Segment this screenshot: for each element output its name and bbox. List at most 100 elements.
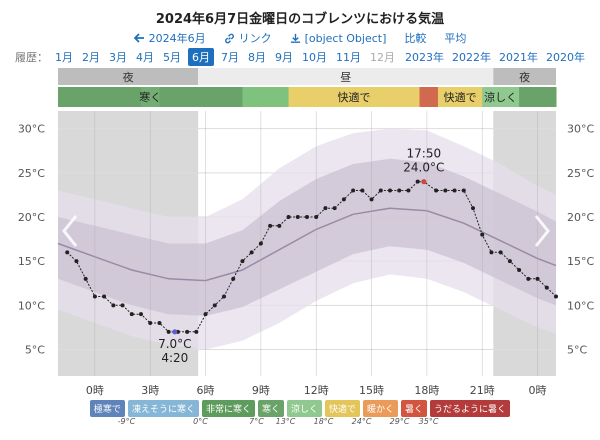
y-tick-right-5: 5°C bbox=[567, 344, 587, 357]
comfort-segment-6 bbox=[437, 87, 483, 107]
x-tick-7: 21時 bbox=[470, 384, 495, 397]
observed-point-52 bbox=[535, 276, 540, 281]
period-header-0 bbox=[58, 68, 199, 85]
annotation-min-sub: 4:20 bbox=[161, 351, 188, 365]
observed-point-11 bbox=[166, 329, 171, 334]
x-tick-5: 15時 bbox=[359, 384, 384, 397]
history-bar: 履歴： 1月 2月 3月 4月 5月 6月 7月 8月 9月 10月 11月 12月 2023年 2022… bbox=[0, 48, 600, 66]
compare-link[interactable]: 比較 bbox=[404, 32, 427, 45]
comfort-label-4: 快適で bbox=[338, 90, 371, 104]
observed-point-49 bbox=[507, 259, 512, 264]
history-month-3[interactable]: 3月 bbox=[109, 51, 127, 64]
observed-point-20 bbox=[240, 259, 245, 264]
link-icon bbox=[224, 33, 234, 43]
observed-point-2 bbox=[83, 276, 88, 281]
observed-point-35 bbox=[378, 188, 383, 193]
observed-point-29 bbox=[323, 206, 328, 211]
y-tick-left-5: 5°C bbox=[25, 344, 45, 357]
history-month-9[interactable]: 9月 bbox=[275, 51, 293, 64]
x-tick-6: 18時 bbox=[414, 384, 439, 397]
legend-chip-2: 非常に寒く bbox=[201, 400, 255, 417]
y-tick-left-10: 10°C bbox=[18, 299, 45, 312]
legend-tick-6: 29°C bbox=[389, 417, 410, 426]
y-tick-right-20: 20°C bbox=[567, 211, 594, 224]
x-tick-1: 3時 bbox=[141, 384, 159, 397]
observed-point-1 bbox=[74, 259, 79, 264]
legend-chip-8: うだるように暑く bbox=[430, 400, 511, 417]
history-month-8[interactable]: 8月 bbox=[248, 51, 266, 64]
comfort-segment-1 bbox=[141, 87, 160, 107]
y-tick-left-30: 30°C bbox=[18, 123, 45, 136]
observed-point-51 bbox=[526, 276, 531, 281]
comfort-segment-4 bbox=[288, 87, 421, 107]
observed-point-47 bbox=[489, 250, 494, 255]
observed-point-24 bbox=[277, 223, 282, 228]
legend-chip-5: 快適で bbox=[325, 400, 361, 417]
history-month-11[interactable]: 11月 bbox=[336, 51, 361, 64]
observed-point-23 bbox=[268, 223, 273, 228]
history-year-2021[interactable]: 2021年 bbox=[499, 51, 538, 64]
observed-point-54 bbox=[554, 294, 558, 299]
x-tick-3: 9時 bbox=[252, 384, 270, 397]
observed-point-8 bbox=[139, 312, 143, 317]
back-link[interactable]: 2024年6月 bbox=[133, 30, 206, 46]
observed-point-9 bbox=[148, 321, 153, 325]
y-tick-left-25: 25°C bbox=[18, 167, 45, 180]
observed-point-53 bbox=[544, 285, 549, 290]
observed-point-32 bbox=[351, 188, 356, 193]
observed-point-14 bbox=[185, 329, 190, 334]
period-label-0: 夜 bbox=[123, 70, 134, 84]
download-button[interactable]: [object Object] bbox=[290, 30, 386, 46]
legend-chip-3: 寒く bbox=[257, 400, 284, 417]
normal-percentile-band bbox=[58, 158, 556, 316]
link-button[interactable]: リンク bbox=[224, 30, 272, 46]
comfort-segment-8 bbox=[519, 87, 557, 107]
annotation-max-sub: 24.0°C bbox=[403, 161, 444, 175]
observed-point-0 bbox=[65, 250, 70, 255]
comfort-label-1: 寒く bbox=[139, 90, 161, 104]
observed-point-22 bbox=[258, 241, 263, 246]
legend-chip-6: 暖かく bbox=[363, 400, 399, 417]
observed-point-15 bbox=[194, 329, 199, 334]
history-year-2023[interactable]: 2023年 bbox=[405, 51, 444, 64]
prev-day-arrow-icon[interactable] bbox=[62, 215, 78, 247]
y-tick-right-25: 25°C bbox=[567, 167, 594, 180]
observed-point-37 bbox=[397, 188, 402, 193]
y-tick-right-15: 15°C bbox=[567, 255, 594, 268]
comfort-label-7: 涼しく bbox=[484, 90, 517, 104]
observed-point-19 bbox=[231, 276, 236, 281]
annotation-min-label: 7.0°C bbox=[158, 337, 191, 351]
history-year-2020[interactable]: 2020年 bbox=[546, 51, 585, 64]
observed-point-4 bbox=[102, 294, 107, 299]
legend-chip-7: 暑く bbox=[401, 400, 428, 417]
history-label: 履歴： bbox=[15, 51, 48, 64]
comfort-segment-2 bbox=[159, 87, 243, 107]
comfort-legend: 極寒で 凍えそうに寒く 非常に寒く 寒く 涼しく 快適で 暖かく 暑く うだるように暑く bbox=[0, 400, 600, 417]
observed-point-3 bbox=[92, 294, 97, 299]
comfort-segment-0 bbox=[58, 87, 142, 107]
y-tick-right-10: 10°C bbox=[567, 299, 594, 312]
history-month-2[interactable]: 2月 bbox=[82, 51, 100, 64]
temperature-chart: 夜昼夜寒く 快適で 快適で 涼しく5°C 5°C10°C 10°C15°C 15°C20°C… bbox=[18, 68, 594, 397]
observed-point-42 bbox=[443, 188, 448, 193]
comfort-segment-5 bbox=[419, 87, 439, 107]
legend-tick-5: 24°C bbox=[351, 417, 372, 426]
history-month-7[interactable]: 7月 bbox=[221, 51, 239, 64]
period-header-2 bbox=[493, 68, 556, 85]
observed-point-50 bbox=[517, 268, 522, 272]
history-month-1[interactable]: 1月 bbox=[55, 51, 73, 64]
average-link[interactable]: 平均 bbox=[444, 32, 467, 45]
history-month-6[interactable]: 6月 bbox=[188, 48, 214, 66]
y-tick-left-20: 20°C bbox=[18, 211, 45, 224]
observed-point-17 bbox=[212, 303, 217, 308]
history-month-4[interactable]: 4月 bbox=[136, 51, 154, 64]
history-month-10[interactable]: 10月 bbox=[302, 51, 327, 64]
history-year-2022[interactable]: 2022年 bbox=[452, 51, 491, 64]
observed-point-36 bbox=[388, 188, 392, 193]
observed-point-5 bbox=[111, 303, 116, 308]
observed-point-10 bbox=[157, 321, 162, 325]
next-day-arrow-icon[interactable] bbox=[534, 215, 550, 247]
observed-point-38 bbox=[406, 188, 411, 193]
observed-point-27 bbox=[305, 215, 309, 219]
history-month-5[interactable]: 5月 bbox=[163, 51, 181, 64]
